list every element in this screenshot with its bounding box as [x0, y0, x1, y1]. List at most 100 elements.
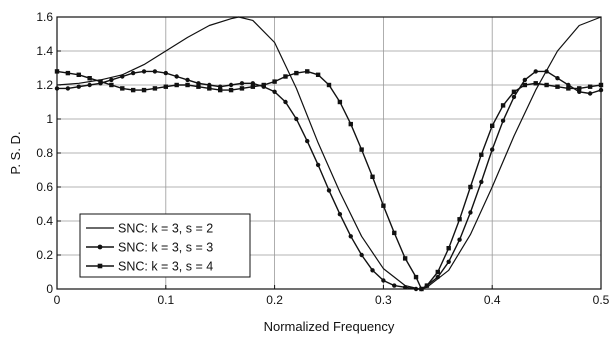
- data-point-square: [174, 82, 179, 88]
- data-point-square: [228, 87, 234, 93]
- data-point-square: [250, 84, 256, 89]
- data-point-square: [196, 84, 201, 89]
- data-point-square: [141, 87, 147, 93]
- legend-marker-circle: [97, 244, 103, 250]
- y-tick-label: 0: [46, 282, 53, 296]
- data-point-circle: [402, 285, 408, 290]
- data-point-circle: [196, 81, 201, 86]
- data-point-circle: [294, 116, 299, 122]
- data-point-circle: [522, 77, 528, 83]
- data-point-square: [457, 217, 462, 222]
- data-point-square: [326, 82, 332, 88]
- y-tick-label: 0.4: [36, 214, 53, 228]
- data-point-circle: [446, 259, 451, 264]
- data-point-square: [468, 184, 473, 190]
- data-point-circle: [174, 74, 179, 79]
- data-point-square: [435, 269, 440, 275]
- series-s2-line: [56, 16, 602, 290]
- data-point-square: [381, 203, 386, 208]
- series-s4-line: [56, 70, 602, 290]
- legend-entry-3: SNC: k = 3, s = 4: [86, 260, 213, 274]
- data-point-circle: [381, 278, 386, 283]
- data-point-square: [152, 86, 158, 91]
- data-point-square: [490, 123, 495, 128]
- data-point-circle: [577, 89, 582, 95]
- axis-ticks: 0 0.1 0.2 0.3 0.4 0.5 0 0.2 0.4 0.6 0.8 1 1.2 1.4 1.6: [36, 10, 609, 307]
- legend-entry-1: SNC: k = 3, s = 2: [86, 222, 213, 236]
- x-tick-label: 0.2: [266, 293, 283, 307]
- data-point-circle: [337, 212, 343, 217]
- data-point-circle: [141, 69, 147, 74]
- data-point-circle: [511, 94, 517, 100]
- data-point-square: [109, 82, 114, 88]
- x-tick-label: 0.4: [484, 293, 501, 307]
- data-point-square: [337, 99, 343, 105]
- y-tick-label: 0.6: [36, 180, 53, 194]
- data-point-square: [413, 274, 419, 280]
- data-point-square: [120, 86, 125, 91]
- x-tick-label: 0.5: [593, 293, 609, 307]
- y-tick-label: 1: [46, 112, 53, 126]
- data-point-square: [207, 86, 212, 91]
- data-point-circle: [468, 210, 473, 215]
- data-point-circle: [109, 77, 114, 83]
- series-lines: [54, 16, 604, 292]
- data-point-square: [185, 82, 190, 88]
- y-axis-label: P. S. D.: [8, 131, 23, 174]
- data-point-circle: [348, 234, 353, 239]
- data-point-circle: [228, 82, 234, 88]
- data-point-square: [87, 76, 92, 81]
- data-point-square: [315, 72, 321, 77]
- data-point-circle: [544, 69, 549, 74]
- data-point-square: [544, 82, 549, 88]
- data-point-square: [555, 84, 560, 89]
- data-point-square: [511, 89, 517, 94]
- series-s3-line: [57, 70, 602, 290]
- data-point-square: [402, 256, 408, 261]
- data-point-square: [239, 86, 245, 91]
- legend-label-s4: SNC: k = 3, s = 4: [118, 260, 213, 274]
- y-tick-label: 1.6: [36, 10, 53, 24]
- data-point-circle: [250, 81, 256, 86]
- data-point-circle: [76, 84, 81, 89]
- data-point-circle: [457, 237, 462, 242]
- legend-label-s2: SNC: k = 3, s = 2: [118, 222, 213, 236]
- data-point-circle: [163, 70, 168, 76]
- data-point-circle: [566, 82, 571, 88]
- data-point-circle: [87, 82, 92, 88]
- data-point-square: [163, 84, 168, 89]
- data-point-circle: [130, 70, 136, 76]
- data-point-circle: [435, 274, 440, 280]
- data-point-square: [479, 152, 484, 157]
- data-point-square: [533, 81, 538, 86]
- data-point-circle: [587, 91, 593, 96]
- data-point-circle: [152, 69, 158, 74]
- legend-label-s3: SNC: k = 3, s = 3: [118, 241, 213, 255]
- data-point-square: [500, 103, 506, 108]
- data-point-circle: [207, 82, 212, 88]
- x-tick-label: 0.3: [375, 293, 392, 307]
- data-point-circle: [120, 74, 125, 79]
- data-point-square: [294, 70, 299, 76]
- data-point-circle: [392, 283, 397, 288]
- data-point-circle: [65, 86, 71, 91]
- data-point-square: [522, 82, 528, 88]
- data-point-square: [587, 84, 593, 89]
- data-point-square: [65, 70, 71, 76]
- data-point-square: [305, 69, 310, 74]
- y-tick-label: 0.8: [36, 146, 53, 160]
- y-tick-label: 0.2: [36, 248, 53, 262]
- data-point-square: [130, 87, 136, 93]
- data-point-circle: [239, 81, 245, 86]
- data-point-square: [370, 174, 375, 179]
- y-tick-label: 1.2: [36, 78, 53, 92]
- data-point-circle: [326, 188, 332, 193]
- data-point-circle: [359, 252, 364, 258]
- x-tick-label: 0.1: [157, 293, 174, 307]
- data-point-square: [577, 86, 582, 91]
- data-point-square: [424, 283, 430, 288]
- data-point-circle: [218, 84, 223, 89]
- data-point-circle: [272, 89, 277, 95]
- data-point-square: [348, 121, 353, 127]
